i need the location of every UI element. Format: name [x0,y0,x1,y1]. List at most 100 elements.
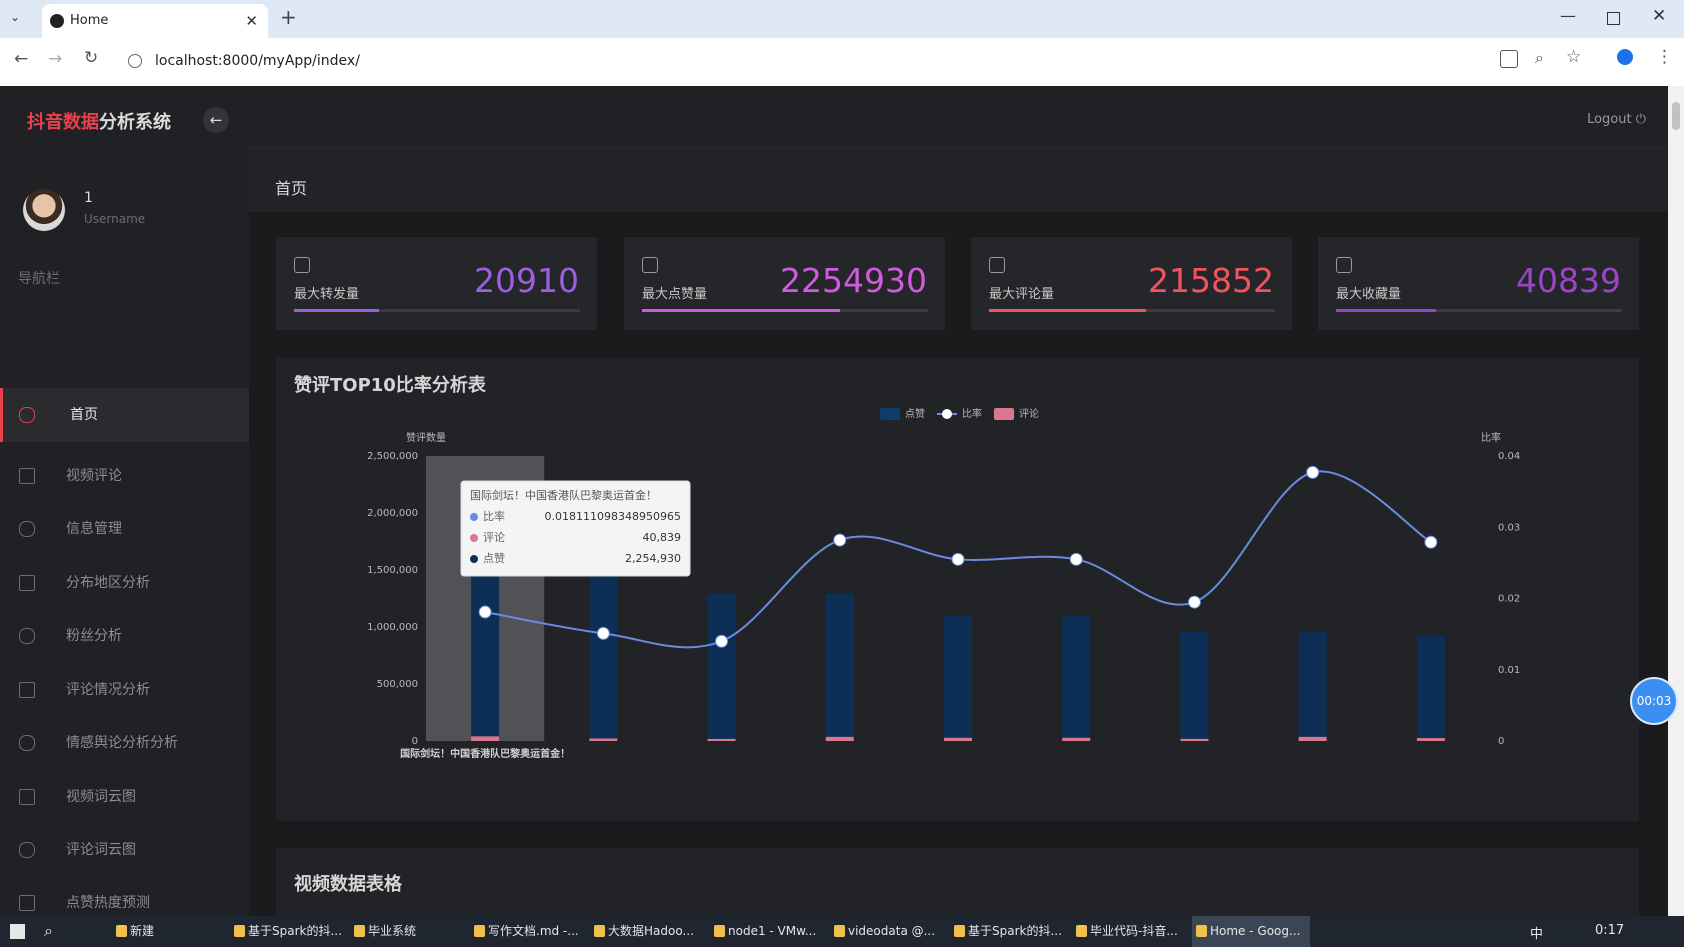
browser-tab[interactable]: Home ✕ [42,4,268,38]
nav-icon [19,735,35,751]
taskbar-item[interactable]: node1 - VMw... [710,916,828,947]
site-info[interactable] [128,54,142,68]
progress-track [1336,309,1622,312]
restore[interactable] [1607,12,1620,25]
tab-list-button[interactable]: ⌄ [10,10,21,24]
bar [589,574,618,741]
nav-label: 粉丝分析 [66,628,122,644]
stat-card: 最大点赞量 2254930 [624,237,945,330]
nav-item[interactable]: 情感舆论分析分析 [0,716,249,770]
back-button[interactable]: ← [14,49,29,69]
legend-label: 比率 [962,407,982,420]
stat-card: 最大评论量 215852 [971,237,1292,330]
line-point [951,552,965,566]
scroll-thumb[interactable] [1672,102,1680,130]
minimize[interactable]: — [1560,6,1576,25]
bar [825,593,854,741]
scrollbar[interactable] [1668,86,1684,916]
logout[interactable]: Logout ⏻ [1587,112,1646,127]
tab-close[interactable]: ✕ [245,12,258,30]
stat-value: 2254930 [780,261,927,300]
y-tick-label: 2,500,000 [367,451,418,462]
bar [1062,737,1091,741]
progress-fill [1336,309,1436,312]
nav-label: 首页 [70,407,98,423]
tooltip-name: 比率 [483,509,505,523]
legend-swatch [880,408,900,420]
legend-label: 点赞 [905,407,925,420]
breadcrumb: 首页 [275,179,308,198]
taskbar-item[interactable]: videodata @... [830,916,948,947]
reload-button[interactable]: ↻ [84,48,99,68]
nav-item[interactable]: 视频评论 [0,449,249,503]
y-tick-label: 1,000,000 [367,622,418,633]
y2-tick-label: 0.03 [1498,522,1520,533]
close-window[interactable]: ✕ [1652,6,1667,26]
bar [707,593,736,741]
chart: 赞评TOP10比率分析表 赞评数量 比率 0 500,000 1,000,000 1,… [293,374,1520,760]
translate-icon[interactable] [1500,50,1518,68]
nav-item[interactable]: 信息管理 [0,502,249,556]
collapse-button[interactable]: ← [203,107,229,133]
search-button[interactable]: ⌕ [44,921,53,940]
progress-track [642,309,928,312]
bar [589,738,618,741]
new-tab[interactable]: + [280,5,297,29]
nav-item[interactable]: 首页 [0,388,249,442]
taskbar-item[interactable]: 基于Spark的抖... [950,916,1068,947]
taskbar-item[interactable]: 新建 [112,916,230,947]
bookmark-star[interactable]: ☆ [1566,47,1582,67]
stat-icon [294,257,310,273]
taskbar-item[interactable]: 基于Spark的抖... [230,916,348,947]
line-point [1306,465,1320,479]
nav-icon [19,842,35,858]
chart-title: 赞评TOP10比率分析表 [293,374,487,396]
profile-icon[interactable] [1617,49,1633,65]
legend-label: 评论 [1019,407,1039,420]
zoom-icon[interactable]: ⌕ [1535,48,1544,67]
nav-item[interactable]: 评论情况分析 [0,663,249,717]
taskbar-item[interactable]: 大数据Hadoo... [590,916,708,947]
y-tick-label: 500,000 [377,679,418,690]
ime: 中 [1530,927,1544,942]
taskbar-item[interactable]: 毕业系统 [350,916,468,947]
nav-item[interactable]: 评论词云图 [0,823,249,877]
taskbar-item[interactable]: Home - Goog... [1192,916,1310,947]
url-box[interactable]: localhost:8000/myApp/index/ [118,44,1478,78]
stat-label: 最大收藏量 [1336,287,1402,302]
menu-icon[interactable]: ⋮ [1656,47,1673,67]
start-button[interactable] [10,924,25,939]
y-tick-label: 1,500,000 [367,565,418,576]
nav-icon [19,407,35,423]
progress-track [294,309,580,312]
nav-icon [19,895,35,911]
stat-icon [642,257,658,273]
nav-item[interactable]: 视频词云图 [0,770,249,824]
top-bar: Logout ⏻ [249,86,1668,147]
nav-label: 视频词云图 [66,789,136,805]
bar [944,737,972,741]
nav-label: 视频评论 [66,468,122,484]
avatar [23,189,65,231]
tab-title: Home [70,13,109,28]
progress-fill [989,309,1146,312]
taskbar-item[interactable]: 毕业代码-抖音... [1072,916,1190,947]
nav-icon [19,575,35,591]
user-name: 1 [84,190,93,206]
bar [825,736,854,741]
stat-icon [1336,257,1352,273]
nav-item[interactable]: 粉丝分析 [0,609,249,663]
nav-label: 分布地区分析 [66,575,150,591]
nav-item[interactable]: 分布地区分析 [0,556,249,610]
tooltip-name: 评论 [483,530,505,544]
taskbar-item[interactable]: 写作文档.md -... [470,916,588,947]
tab-bar: ⌄ Home ✕ + — ✕ [0,0,1684,38]
forward-button[interactable]: → [48,49,63,69]
stat-label: 最大转发量 [294,287,360,302]
clock: 0:17 [1595,923,1625,938]
timer-bubble[interactable]: 00:03 [1630,677,1678,725]
nav-item[interactable]: 点赞热度预测 [0,876,249,930]
address-bar: ← → ↻ localhost:8000/myApp/index/ ⌕ ☆ ⋮ [0,38,1684,87]
stat-label: 最大点赞量 [642,287,708,302]
